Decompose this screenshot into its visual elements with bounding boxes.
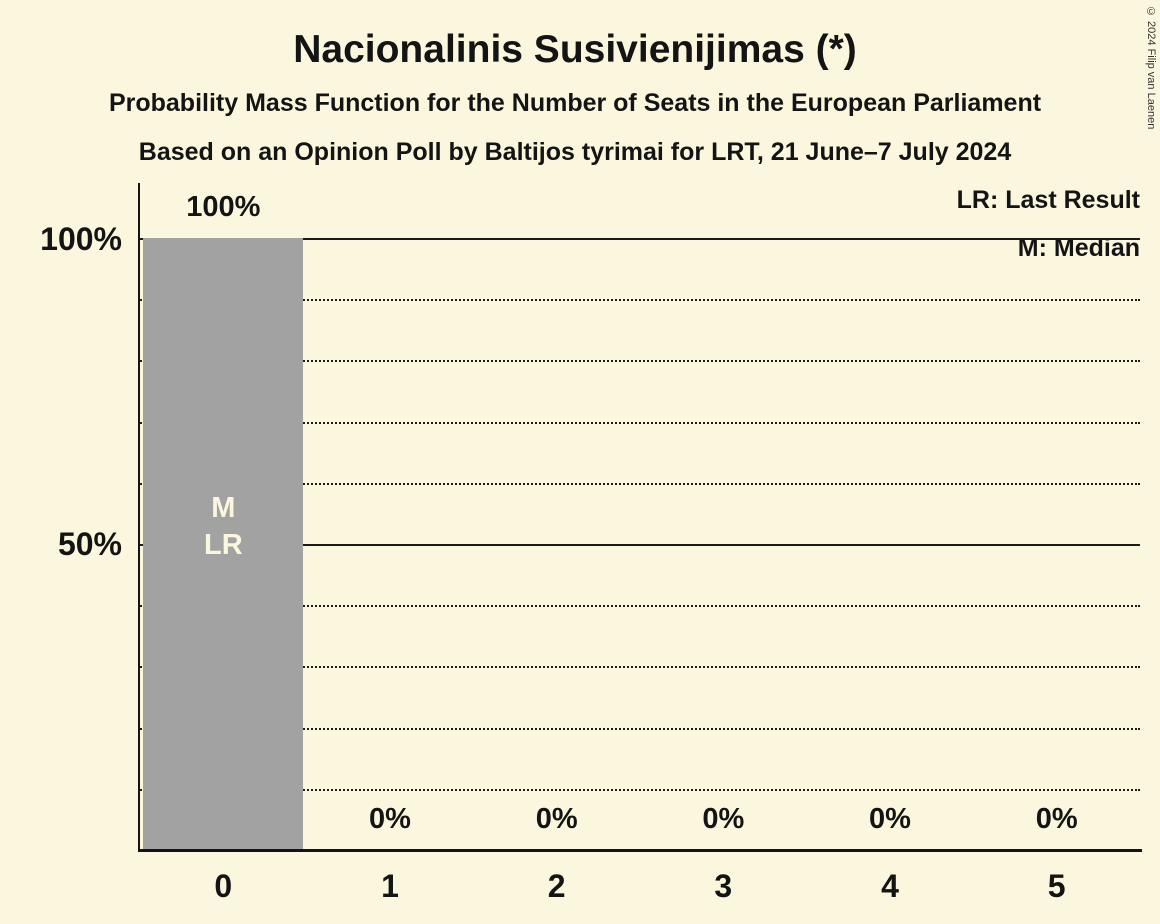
bar-value-label-4: 0% [869, 803, 911, 835]
x-tick-label-3: 3 [714, 868, 733, 904]
bar-seats-0 [143, 238, 304, 850]
x-tick-label-2: 2 [547, 868, 566, 904]
gridline-100-percent [140, 238, 1140, 240]
bar-value-label-2: 0% [535, 803, 578, 835]
x-tick-label-0: 0 [214, 868, 233, 904]
gridline-50-percent [140, 544, 1140, 546]
gridline-20-percent [140, 727, 1140, 730]
bar-value-label-3: 0% [702, 803, 745, 835]
legend-last-result-label: LR: Last Result [956, 186, 1140, 214]
x-axis-line [138, 849, 1142, 852]
x-axis-tick-labels: 0 1 2 3 4 5 [0, 868, 1160, 908]
gridline-10-percent [140, 788, 1140, 791]
gridline-90-percent [140, 299, 1140, 302]
gridline-80-percent [140, 360, 1140, 363]
gridline-70-percent [140, 421, 1140, 424]
bar-value-label-0: 100% [186, 191, 261, 223]
bar-value-label-1: 0% [369, 803, 411, 835]
gridline-60-percent [140, 482, 1140, 485]
page-title: Nacionalinis Susivienijimas (*) [293, 28, 857, 71]
x-tick-label-5: 5 [1047, 868, 1066, 904]
y-axis-line [138, 183, 140, 851]
gridline-40-percent [140, 605, 1140, 608]
subtitle-line-2: Based on an Opinion Poll by Baltijos tyr… [138, 138, 1012, 166]
y-axis-label-100: 100% [40, 221, 122, 257]
x-tick-label-1: 1 [381, 868, 399, 904]
median-annotation: M [211, 492, 236, 524]
subtitle-line-1: Probability Mass Function for the Number… [108, 89, 1042, 117]
y-axis-label-50: 50% [57, 526, 122, 562]
x-tick-label-4: 4 [881, 868, 899, 904]
copyright-notice: © 2024 Filip van Laenen [1145, 6, 1157, 130]
gridline-30-percent [140, 666, 1140, 669]
bar-value-label-5: 0% [1035, 803, 1078, 835]
bar-annotation-block-0: M LR [143, 490, 303, 564]
gridline-layer [140, 0, 1140, 924]
last-result-annotation: LR [203, 529, 243, 561]
